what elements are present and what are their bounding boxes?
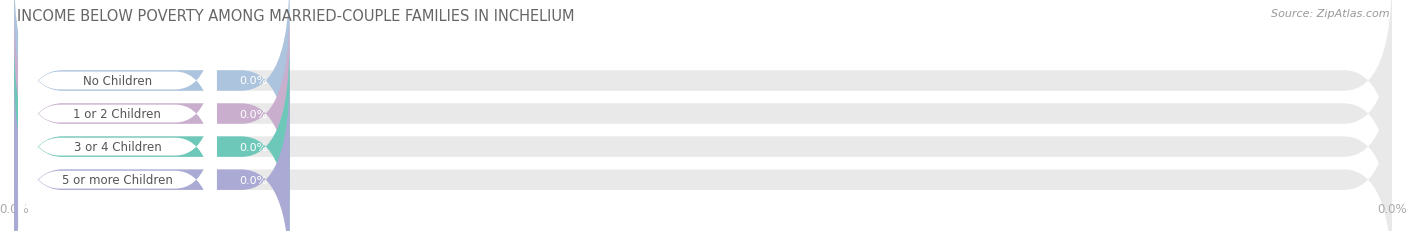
FancyBboxPatch shape: [14, 0, 290, 186]
FancyBboxPatch shape: [14, 0, 1392, 186]
Text: INCOME BELOW POVERTY AMONG MARRIED-COUPLE FAMILIES IN INCHELIUM: INCOME BELOW POVERTY AMONG MARRIED-COUPL…: [17, 9, 575, 24]
Text: 0.0%: 0.0%: [239, 76, 267, 86]
FancyBboxPatch shape: [18, 57, 217, 231]
Text: 0.0%: 0.0%: [239, 109, 267, 119]
FancyBboxPatch shape: [14, 9, 1392, 219]
FancyBboxPatch shape: [18, 90, 217, 231]
FancyBboxPatch shape: [14, 42, 290, 231]
FancyBboxPatch shape: [18, 0, 217, 171]
Text: 3 or 4 Children: 3 or 4 Children: [73, 140, 162, 153]
Text: No Children: No Children: [83, 75, 152, 88]
FancyBboxPatch shape: [14, 42, 1392, 231]
Text: Source: ZipAtlas.com: Source: ZipAtlas.com: [1271, 9, 1389, 19]
FancyBboxPatch shape: [14, 9, 290, 219]
FancyBboxPatch shape: [18, 24, 217, 204]
Text: 0.0%: 0.0%: [239, 175, 267, 185]
FancyBboxPatch shape: [14, 75, 1392, 231]
Text: 0.0%: 0.0%: [239, 142, 267, 152]
Text: 1 or 2 Children: 1 or 2 Children: [73, 108, 162, 121]
Text: 5 or more Children: 5 or more Children: [62, 173, 173, 186]
FancyBboxPatch shape: [14, 75, 290, 231]
